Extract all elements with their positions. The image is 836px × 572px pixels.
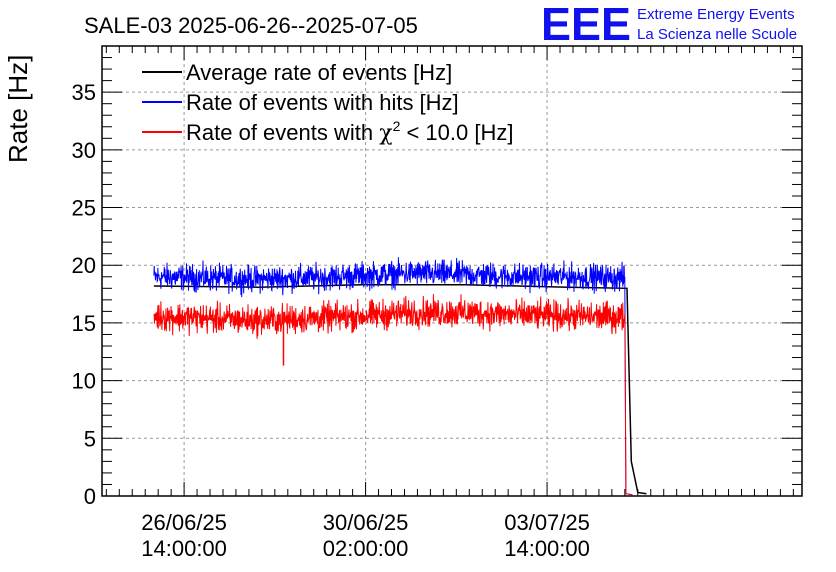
axis-ticks — [102, 45, 802, 497]
plot-border — [101, 45, 803, 497]
eee-logo: EEE Extreme Energy Events La Scienza nel… — [541, 0, 797, 50]
y-axis-label: Rate [Hz] — [3, 55, 33, 163]
y-tick-labels: 0 5 10 15 20 25 30 35 — [72, 80, 96, 509]
y-tick-label: 10 — [72, 369, 96, 394]
x-tick-label-date: 26/06/25 — [141, 510, 227, 535]
x-tick-label-time: 14:00:00 — [504, 536, 590, 561]
legend-label-chi2: Rate of events with χ2 < 10.0 [Hz] — [186, 118, 513, 146]
series-layer — [153, 257, 647, 496]
legend-label-chi2-after: < 10.0 [Hz] — [400, 120, 513, 145]
y-tick-label: 15 — [72, 311, 96, 336]
series-line-chi2 — [153, 294, 633, 496]
y-tick-label: 30 — [72, 138, 96, 163]
x-tick-label-time: 02:00:00 — [323, 536, 409, 561]
logo-line1: Extreme Energy Events — [637, 6, 795, 23]
y-tick-label: 20 — [72, 253, 96, 278]
series-line-hits — [153, 257, 633, 496]
plot-frame — [101, 45, 803, 497]
x-tick-label-date: 30/06/25 — [323, 510, 409, 535]
logo-mark: EEE — [541, 0, 631, 50]
y-tick-label: 0 — [84, 484, 96, 509]
legend-label-average: Average rate of events [Hz] — [186, 60, 452, 85]
x-tick-label-date: 03/07/25 — [504, 510, 590, 535]
y-tick-label: 25 — [72, 196, 96, 221]
legend-label-chi2-chi: χ — [379, 121, 392, 146]
y-tick-label: 35 — [72, 80, 96, 105]
logo-line2: La Scienza nelle Scuole — [637, 26, 797, 43]
x-tick-label-time: 14:00:00 — [141, 536, 227, 561]
legend-label-hits: Rate of events with hits [Hz] — [186, 90, 459, 115]
legend: Average rate of events [Hz] Rate of even… — [142, 60, 513, 146]
legend-label-chi2-sup: 2 — [393, 118, 401, 134]
x-tick-labels: 26/06/2514:00:0030/06/2502:00:0003/07/25… — [141, 510, 590, 561]
chart-title: SALE-03 2025-06-26--2025-07-05 — [84, 13, 418, 38]
legend-label-chi2-before: Rate of events with — [186, 120, 379, 145]
y-tick-label: 5 — [84, 426, 96, 451]
